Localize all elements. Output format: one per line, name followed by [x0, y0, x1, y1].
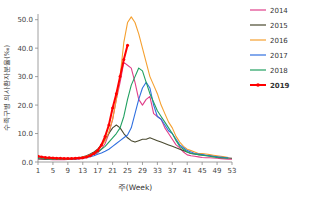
x-tick-label: 9 [66, 167, 70, 175]
point [85, 155, 88, 158]
point [111, 106, 114, 109]
series-line [38, 68, 228, 159]
point [78, 157, 81, 160]
x-tick [172, 162, 173, 165]
point [51, 157, 54, 160]
plot-area [38, 17, 232, 160]
point [89, 154, 92, 157]
x-tick-label: 25 [123, 167, 132, 175]
x-tick-label: 13 [78, 167, 87, 175]
x-tick [202, 162, 203, 165]
x-tick [38, 162, 39, 165]
point [70, 157, 73, 160]
y-tick [35, 76, 38, 77]
x-tick [97, 162, 98, 165]
x-tick-label: 53 [228, 167, 237, 175]
x-tick-label: 49 [213, 167, 222, 175]
point [74, 157, 77, 160]
point [104, 135, 107, 138]
x-tick-label: 37 [168, 167, 177, 175]
y-tick-label: 40.0 [17, 45, 33, 53]
x-tick [112, 162, 113, 165]
point [107, 124, 110, 127]
point [44, 156, 47, 159]
chart: 0.0 10.0 20.0 30.0 40.0 50.0 1 5 9 13 17 21 25 29 33 37… [0, 0, 310, 197]
y-tick [35, 105, 38, 106]
point [96, 149, 99, 152]
x-tick [232, 162, 233, 165]
point [63, 157, 66, 160]
x-tick [157, 162, 158, 165]
series-line [38, 45, 128, 158]
y-tick-label: 50.0 [17, 16, 33, 24]
x-tick [142, 162, 143, 165]
x-tick-label: 1 [36, 167, 40, 175]
x-tick-label: 29 [138, 167, 147, 175]
y-tick-label: 20.0 [17, 102, 33, 110]
legend-swatch [250, 84, 266, 86]
y-tick [35, 19, 38, 20]
point [40, 155, 43, 158]
series-line [38, 82, 228, 159]
x-tick-label: 21 [108, 167, 117, 175]
x-axis-label: 주(Week) [118, 183, 152, 192]
point [59, 157, 62, 160]
point [122, 58, 125, 61]
x-tick-label: 5 [51, 167, 55, 175]
point [100, 143, 103, 146]
y-tick-label: 0.0 [22, 159, 33, 167]
x-tick-label: 17 [93, 167, 102, 175]
y-tick [35, 162, 38, 163]
x-tick [187, 162, 188, 165]
legend-label: 2019 [270, 82, 290, 90]
x-tick [217, 162, 218, 165]
point [81, 156, 84, 159]
point [119, 75, 122, 78]
point [92, 152, 95, 155]
point [48, 156, 51, 159]
legend-label: 2018 [270, 67, 288, 75]
legend-swatch [250, 9, 266, 10]
x-axis [38, 162, 232, 163]
x-tick-label: 45 [198, 167, 207, 175]
legend-swatch [250, 69, 266, 70]
y-axis [38, 14, 39, 162]
point [55, 157, 58, 160]
legend-label: 2017 [270, 52, 288, 60]
y-tick [35, 133, 38, 134]
legend-label: 2015 [270, 22, 288, 30]
legend-marker [256, 83, 260, 87]
point [115, 92, 118, 95]
x-tick [52, 162, 53, 165]
series-line [38, 62, 232, 159]
series-line [38, 17, 228, 159]
point [66, 157, 69, 160]
x-tick [82, 162, 83, 165]
legend-label: 2014 [270, 7, 288, 15]
legend-swatch [250, 54, 266, 55]
x-tick [67, 162, 68, 165]
x-tick-label: 41 [183, 167, 192, 175]
legend-swatch [250, 39, 266, 40]
y-tick-label: 30.0 [17, 73, 33, 81]
y-axis-label: 수족구병 의사환자분율(‰) [3, 45, 11, 131]
legend-swatch [250, 24, 266, 25]
legend-label: 2016 [270, 37, 288, 45]
point [38, 155, 40, 158]
y-tick-label: 10.0 [17, 130, 33, 138]
point [126, 44, 129, 47]
x-tick [127, 162, 128, 165]
y-tick [35, 48, 38, 49]
x-tick-label: 33 [153, 167, 162, 175]
